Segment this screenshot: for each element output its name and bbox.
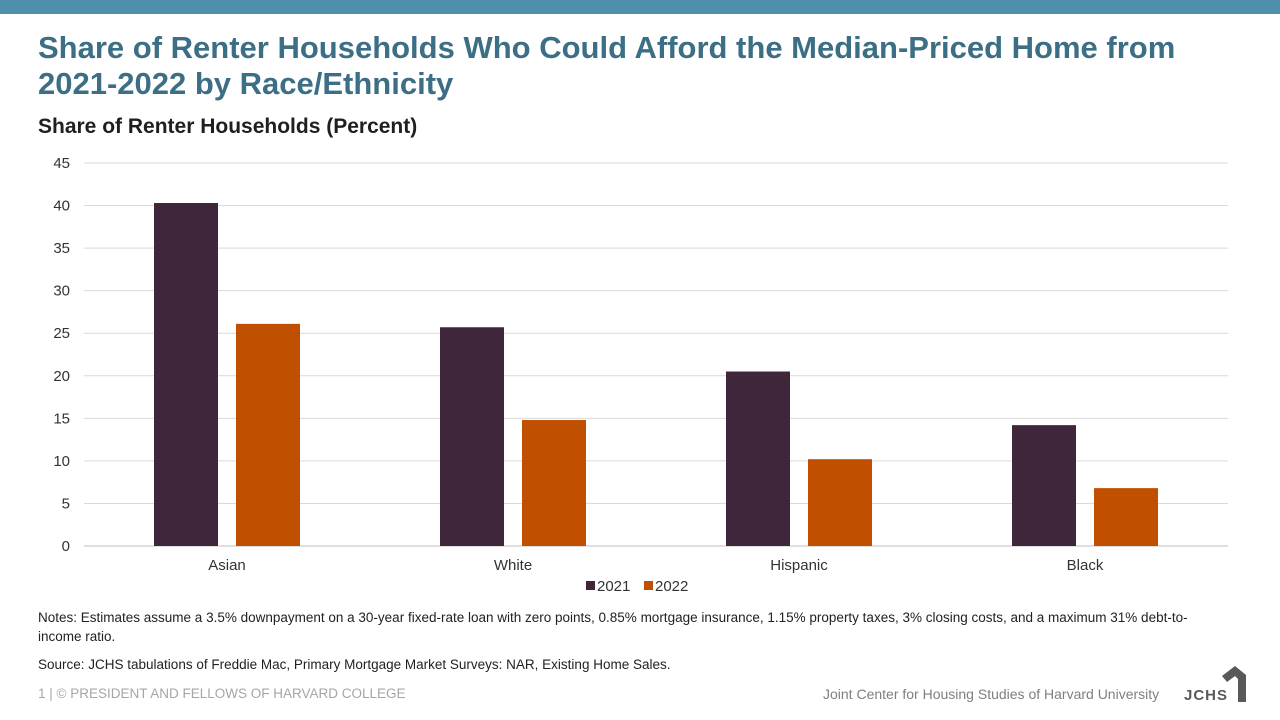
- copyright-footer: 1 | © PRESIDENT AND FELLOWS OF HARVARD C…: [38, 686, 406, 701]
- chart-title: Share of Renter Households (Percent): [38, 115, 418, 138]
- chart-source: Source: JCHS tabulations of Freddie Mac,…: [38, 657, 671, 672]
- y-tick-label: 45: [53, 155, 70, 172]
- legend-label-2021: 2021: [597, 578, 630, 595]
- bar-2021-asian: [154, 203, 218, 546]
- y-tick-label: 35: [53, 240, 70, 257]
- jchs-logo: JCHS: [1184, 666, 1246, 704]
- page-title: Share of Renter Households Who Could Aff…: [38, 30, 1176, 101]
- bar-chart: 0 5 10 15 20 25 30 35 40 45 Asian White Hispanic Blac…: [53, 155, 1228, 595]
- jchs-logo-house-icon: [1222, 666, 1246, 702]
- bar-2021-black: [1012, 425, 1076, 546]
- y-tick-label: 5: [62, 495, 70, 512]
- bar-2022-asian: [236, 323, 300, 546]
- legend-swatch-2022: [644, 581, 653, 590]
- bar-2022-black: [1094, 488, 1158, 546]
- y-tick-label: 20: [53, 368, 70, 385]
- y-tick-label: 25: [53, 325, 70, 342]
- chart-notes: Notes: Estimates assume a 3.5% downpayme…: [38, 610, 1188, 644]
- y-tick-label: 15: [53, 410, 70, 427]
- bar-2021-white: [440, 327, 504, 546]
- top-accent-bar: [0, 0, 1280, 14]
- bar-2022-hispanic: [808, 459, 872, 546]
- x-tick-label: White: [494, 557, 532, 574]
- x-tick-label: Black: [1067, 557, 1104, 574]
- y-tick-label: 0: [62, 538, 70, 555]
- legend-swatch-2021: [586, 581, 595, 590]
- bar-2021-hispanic: [726, 371, 790, 546]
- y-tick-label: 40: [53, 198, 70, 215]
- legend-label-2022: 2022: [655, 578, 688, 595]
- y-tick-label: 30: [53, 283, 70, 300]
- y-tick-label: 10: [53, 453, 70, 470]
- jchs-logo-text: JCHS: [1184, 687, 1228, 704]
- organization-footer: Joint Center for Housing Studies of Harv…: [823, 686, 1160, 702]
- x-tick-label: Asian: [208, 557, 246, 574]
- bar-2022-white: [522, 420, 586, 546]
- x-tick-label: Hispanic: [770, 557, 828, 574]
